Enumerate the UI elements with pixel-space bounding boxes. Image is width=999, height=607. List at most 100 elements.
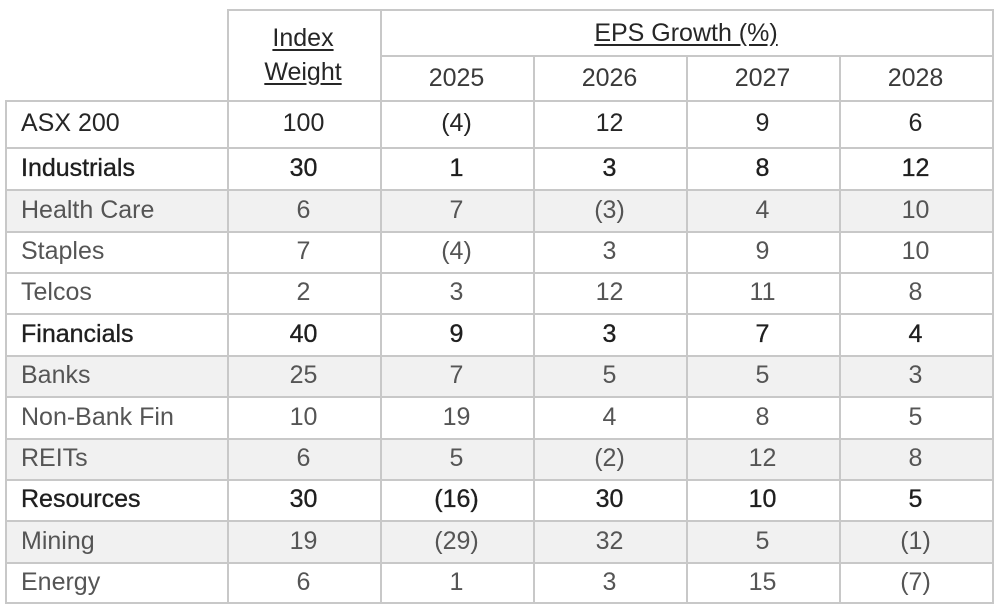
index-weight-cell: 19 bbox=[289, 526, 318, 555]
eps-cell-2026: 32 bbox=[595, 526, 624, 555]
eps-cell-2026: 3 bbox=[602, 237, 617, 265]
row-label: Financials bbox=[21, 319, 134, 348]
eps-cell-2028: 8 bbox=[908, 444, 923, 472]
grid-line-h bbox=[5, 479, 994, 481]
index-weight-cell: 40 bbox=[289, 319, 318, 348]
eps-cell-2027: 5 bbox=[755, 361, 770, 389]
grid-line-h bbox=[5, 313, 994, 315]
row-label: Health Care bbox=[21, 195, 155, 224]
grid-line-h bbox=[5, 438, 994, 440]
eps-cell-2025: 9 bbox=[449, 319, 464, 348]
index-weight-cell: 7 bbox=[296, 237, 311, 265]
eps-cell-2027: 10 bbox=[748, 485, 777, 513]
grid-line-v bbox=[227, 9, 229, 604]
row-label: REITs bbox=[21, 444, 88, 472]
grid-line-v bbox=[380, 9, 382, 604]
grid-line-h bbox=[5, 520, 994, 522]
grid-line-h bbox=[227, 9, 994, 11]
row-label: Resources bbox=[21, 485, 141, 513]
eps-growth-title: EPS Growth (%) bbox=[594, 18, 778, 47]
eps-cell-2025: (29) bbox=[434, 526, 479, 555]
grid-line-h bbox=[5, 189, 994, 191]
index-weight-cell: 30 bbox=[289, 153, 318, 182]
eps-cell-2027: 9 bbox=[755, 109, 770, 137]
row-label: Mining bbox=[21, 526, 95, 555]
grid-line-h bbox=[5, 562, 994, 564]
eps-cell-2025: 3 bbox=[449, 278, 464, 306]
eps-cell-2027: 4 bbox=[755, 195, 770, 224]
index-weight-cell: 6 bbox=[296, 195, 311, 224]
eps-cell-2027: 7 bbox=[755, 319, 770, 348]
eps-cell-2028: 10 bbox=[901, 195, 930, 224]
eps-cell-2026: (2) bbox=[594, 444, 625, 472]
header-index-weight: Index Weight bbox=[227, 20, 379, 90]
eps-cell-2027: 11 bbox=[749, 278, 776, 306]
index-weight-line1: Index bbox=[272, 24, 334, 52]
grid-line-h bbox=[5, 272, 994, 274]
eps-cell-2025: 7 bbox=[449, 195, 464, 224]
eps-cell-2027: 5 bbox=[755, 526, 770, 555]
index-weight-cell: 6 bbox=[296, 567, 311, 596]
eps-cell-2026: 5 bbox=[602, 361, 617, 389]
eps-cell-2025: 5 bbox=[449, 444, 464, 472]
header-year-2028: 2028 bbox=[887, 63, 944, 92]
row-label: ASX 200 bbox=[21, 109, 120, 137]
grid-line-h bbox=[5, 602, 994, 604]
eps-cell-2027: 15 bbox=[748, 567, 777, 596]
grid-line-v bbox=[5, 100, 7, 604]
eps-cell-2028: 5 bbox=[908, 485, 923, 513]
index-weight-cell: 2 bbox=[296, 278, 311, 306]
eps-cell-2028: 3 bbox=[908, 361, 923, 389]
eps-cell-2028: 12 bbox=[901, 153, 930, 182]
eps-cell-2025: 1 bbox=[449, 153, 464, 182]
grid-line-h bbox=[5, 231, 994, 233]
eps-cell-2028: 6 bbox=[908, 109, 923, 137]
header-year-2025: 2025 bbox=[428, 63, 485, 92]
header-year-2027: 2027 bbox=[734, 63, 791, 92]
grid-line-v bbox=[839, 55, 841, 604]
row-shade bbox=[5, 355, 992, 396]
eps-cell-2025: (4) bbox=[441, 237, 472, 265]
eps-cell-2027: 8 bbox=[755, 402, 770, 431]
row-shade bbox=[5, 189, 992, 231]
index-weight-cell: 10 bbox=[289, 402, 318, 431]
index-weight-cell: 100 bbox=[282, 109, 325, 137]
eps-cell-2027: 9 bbox=[755, 237, 770, 265]
eps-cell-2026: 30 bbox=[595, 485, 624, 513]
eps-cell-2026: 3 bbox=[602, 567, 617, 596]
row-label: Industrials bbox=[21, 153, 135, 182]
row-shade bbox=[5, 438, 992, 479]
eps-cell-2028: 4 bbox=[908, 319, 923, 348]
eps-cell-2025: 7 bbox=[449, 361, 464, 389]
eps-cell-2026: 12 bbox=[595, 109, 624, 137]
grid-line-v bbox=[992, 9, 994, 604]
index-weight-cell: 6 bbox=[296, 444, 311, 472]
grid-line-h bbox=[5, 396, 994, 398]
eps-cell-2026: (3) bbox=[594, 195, 625, 224]
eps-cell-2028: (1) bbox=[900, 526, 931, 555]
eps-cell-2026: 3 bbox=[602, 153, 617, 182]
eps-cell-2028: 10 bbox=[901, 237, 930, 265]
eps-cell-2027: 8 bbox=[755, 153, 770, 182]
row-shade bbox=[5, 520, 992, 562]
eps-cell-2025: 19 bbox=[442, 402, 471, 431]
index-weight-line2: Weight bbox=[264, 58, 342, 86]
grid-line-v bbox=[533, 55, 535, 604]
header-year-2026: 2026 bbox=[581, 63, 638, 92]
row-label: Banks bbox=[21, 361, 91, 389]
row-label: Telcos bbox=[21, 278, 92, 306]
index-weight-cell: 25 bbox=[289, 361, 318, 389]
eps-cell-2026: 3 bbox=[602, 319, 617, 348]
row-label: Energy bbox=[21, 567, 101, 596]
eps-cell-2025: (16) bbox=[434, 485, 479, 513]
grid-line-h bbox=[5, 100, 994, 102]
index-weight-cell: 30 bbox=[289, 485, 318, 513]
grid-line-v bbox=[686, 55, 688, 604]
eps-cell-2028: 5 bbox=[908, 402, 923, 431]
row-label: Non-Bank Fin bbox=[21, 402, 174, 431]
eps-cell-2027: 12 bbox=[748, 444, 777, 472]
eps-cell-2026: 4 bbox=[602, 402, 617, 431]
eps-cell-2028: (7) bbox=[900, 567, 931, 596]
grid-line-h bbox=[5, 355, 994, 357]
